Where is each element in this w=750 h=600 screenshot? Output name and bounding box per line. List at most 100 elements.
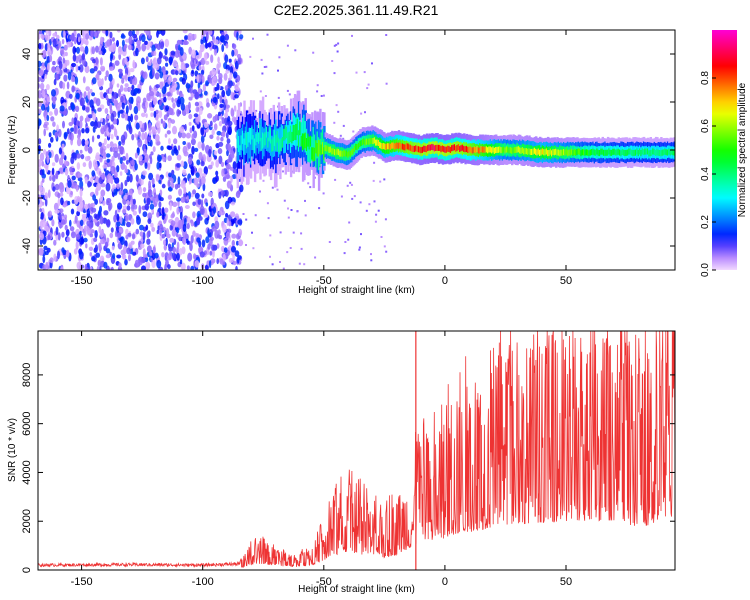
- heatmap-noise-blob: [60, 50, 64, 55]
- heatmap-noise-blob: [88, 160, 92, 170]
- heatmap-band-cell: [539, 149, 542, 156]
- heatmap-band-cell: [331, 148, 334, 155]
- heatmap-noise-blob: [142, 97, 147, 104]
- heatmap-band-cell: [355, 143, 358, 150]
- heatmap-band-cell: [654, 149, 658, 156]
- heatmap-band-cell: [540, 149, 543, 156]
- heatmap-band-cell: [311, 147, 314, 160]
- heatmap-noise-blob: [148, 30, 151, 37]
- heatmap-band-cell: [321, 134, 325, 175]
- heatmap-noise-blob: [89, 68, 95, 74]
- heatmap-noise-blob: [230, 175, 233, 183]
- heatmap-band-cell: [633, 149, 636, 156]
- heatmap-band-cell: [541, 148, 545, 155]
- heatmap-band-cell: [476, 146, 479, 153]
- heatmap-noise-blob: [74, 153, 77, 161]
- heatmap-noise-blob: [61, 231, 65, 238]
- heatmap-noise-blob: [126, 200, 130, 205]
- heatmap-noise-blob: [144, 162, 148, 170]
- heatmap-noise-blob: [132, 30, 135, 36]
- heatmap-noise-blob: [46, 247, 51, 253]
- heatmap-speck: [373, 161, 376, 164]
- heatmap-band-cell: [545, 148, 549, 155]
- heatmap-noise-blob: [39, 220, 43, 230]
- heatmap-noise-blob: [127, 195, 131, 201]
- heatmap-noise-blob: [54, 133, 58, 139]
- heatmap-noise-blob: [44, 192, 49, 200]
- heatmap-noise-blob: [226, 149, 229, 157]
- heatmap-band-cell: [583, 149, 586, 156]
- heatmap-noise-blob: [119, 109, 124, 114]
- heatmap-noise-blob: [146, 96, 151, 102]
- heatmap-noise-blob: [89, 233, 94, 238]
- heatmap-noise-blob: [75, 93, 80, 99]
- heatmap-speck: [266, 33, 269, 36]
- heatmap-band-cell: [324, 144, 327, 151]
- heatmap-noise-blob: [144, 40, 148, 46]
- heatmap-noise-blob: [71, 175, 76, 181]
- heatmap-noise-blob: [203, 90, 208, 96]
- heatmap-band-cell: [407, 143, 410, 150]
- heatmap-noise-blob: [87, 226, 91, 235]
- heatmap-noise-blob: [180, 62, 186, 71]
- heatmap-band-cell: [425, 146, 429, 153]
- heatmap-band-cell: [588, 150, 591, 157]
- heatmap-noise-blob: [184, 205, 190, 209]
- heatmap-speck: [249, 55, 252, 58]
- heatmap-noise-blob: [116, 165, 120, 173]
- heatmap-noise-blob: [171, 85, 177, 92]
- heatmap-band-cell: [658, 150, 662, 157]
- snr-frame: [37, 330, 676, 571]
- heatmap-noise-blob: [89, 88, 93, 94]
- heatmap-noise-blob: [131, 233, 136, 240]
- heatmap-band-cell: [239, 129, 242, 149]
- heatmap-band-cell: [409, 144, 413, 151]
- heatmap-band-cell: [665, 149, 668, 156]
- heatmap-noise-blob: [182, 169, 187, 176]
- heatmap-band-cell: [624, 150, 627, 157]
- heatmap-noise-blob: [188, 121, 192, 126]
- heatmap-speck: [370, 259, 373, 262]
- heatmap-band-cell: [337, 149, 341, 156]
- heatmap-noise-blob: [58, 128, 62, 138]
- heatmap-noise-blob: [172, 211, 175, 218]
- heatmap-band-cell: [280, 124, 283, 150]
- heatmap-speck: [333, 121, 336, 124]
- heatmap-band-cell: [255, 133, 258, 146]
- snr-x-tick-label: -100: [192, 576, 214, 588]
- heatmap-noise-blob: [85, 39, 89, 46]
- heatmap-band-cell: [483, 146, 486, 153]
- heatmap-noise-blob: [130, 113, 134, 123]
- heatmap-noise-blob: [112, 253, 116, 259]
- heatmap-noise-blob: [100, 36, 103, 45]
- heatmap-noise-blob: [38, 138, 42, 145]
- heatmap-noise-blob: [127, 115, 131, 122]
- heatmap-noise-blob: [98, 50, 103, 55]
- heatmap-band-cell: [471, 147, 474, 154]
- heatmap-band-cell: [279, 139, 282, 153]
- heatmap-noise-blob: [202, 84, 206, 92]
- heatmap-noise-blob: [218, 121, 222, 127]
- heatmap-band-cell: [253, 120, 257, 150]
- heatmap-noise-blob: [144, 203, 150, 211]
- heatmap-noise-blob: [179, 40, 183, 45]
- heatmap-noise-blob: [87, 203, 91, 209]
- heatmap-noise-blob: [164, 133, 168, 138]
- heatmap-noise-blob: [43, 128, 46, 137]
- figure-title: C2E2.2025.361.11.49.R21: [274, 2, 439, 18]
- heatmap-noise-blob: [190, 265, 195, 270]
- heatmap-noise-blob: [193, 253, 197, 260]
- heatmap-band-cell: [327, 145, 330, 152]
- heatmap-band-cell: [303, 133, 306, 150]
- heatmap-x-tick-label: -100: [192, 275, 214, 287]
- heatmap-noise-blob: [142, 211, 148, 218]
- heatmap-band-cell: [397, 142, 401, 149]
- heatmap-noise-blob: [225, 104, 230, 109]
- heatmap-noise-blob: [179, 211, 183, 220]
- heatmap-noise-blob: [205, 202, 209, 207]
- heatmap-speck: [351, 34, 353, 37]
- heatmap-band-cell: [300, 122, 303, 144]
- heatmap-band-cell: [668, 148, 671, 155]
- heatmap-noise-blob: [89, 229, 95, 234]
- heatmap-band-cell: [260, 118, 263, 145]
